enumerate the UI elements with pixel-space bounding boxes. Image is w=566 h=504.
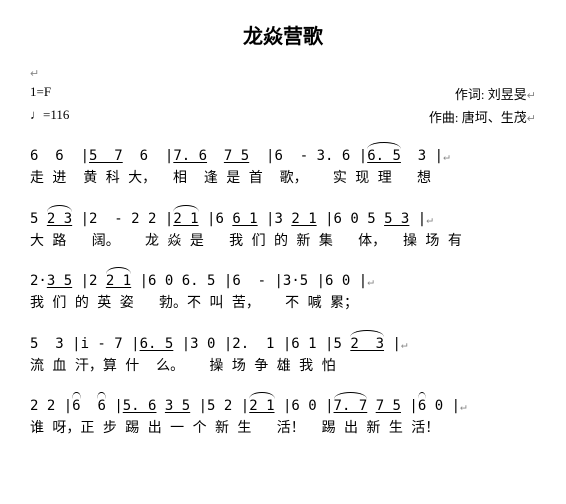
key-signature: 1=F bbox=[30, 84, 51, 103]
lyricist: 作词: 刘昱旻↵ bbox=[455, 84, 536, 103]
score-row-3: 2·3 5 |2 2 1 |6 0 6. 5 |6 - |3·5 |6 0 |↵ bbox=[30, 271, 536, 292]
para-mark-1: ↵ bbox=[30, 67, 39, 80]
tempo: ♩=116 bbox=[30, 107, 69, 126]
score-row-4: 5 3 |i - 7 |6. 5 |3 0 |2. 1 |6 1 |5 2 3 … bbox=[30, 334, 536, 355]
song-title: 龙焱营歌 bbox=[30, 20, 536, 49]
composer: 作曲: 唐坷、生茂↵ bbox=[429, 107, 536, 126]
score-row-5: 2 2 |6 6 |5. 6 3 5 |5 2 |2 1 |6 0 |7. 7 … bbox=[30, 396, 536, 417]
meta-block: ↵ 1=F 作词: 刘昱旻↵ ♩=116 作曲: 唐坷、生茂↵ bbox=[30, 67, 536, 126]
lyric-row-4: 流 血 汗，算 什 么。 操 场 争 雄 我 怕 bbox=[30, 357, 536, 377]
score-row-2: 5 2 3 |2 - 2 2 |2 1 |6 6 1 |3 2 1 |6 0 5… bbox=[30, 209, 536, 230]
lyric-row-1: 走 进 黄 科 大， 相 逢 是 首 歌， 实 现 理 想 bbox=[30, 169, 536, 189]
lyric-row-2: 大 路 阔。 龙 焱 是 我 们 的 新 集 体， 操 场 有 bbox=[30, 232, 536, 252]
lyric-row-3: 我 们 的 英 姿 勃。不 叫 苦， 不 喊 累； bbox=[30, 294, 536, 314]
lyric-row-5: 谁 呀，正 步 踢 出 一 个 新 生 活！ 踢 出 新 生 活！ bbox=[30, 419, 536, 439]
score-row-1: 6 6 |5 7 6 |7. 6 7 5 |6 - 3. 6 |6. 5 3 |… bbox=[30, 146, 536, 167]
